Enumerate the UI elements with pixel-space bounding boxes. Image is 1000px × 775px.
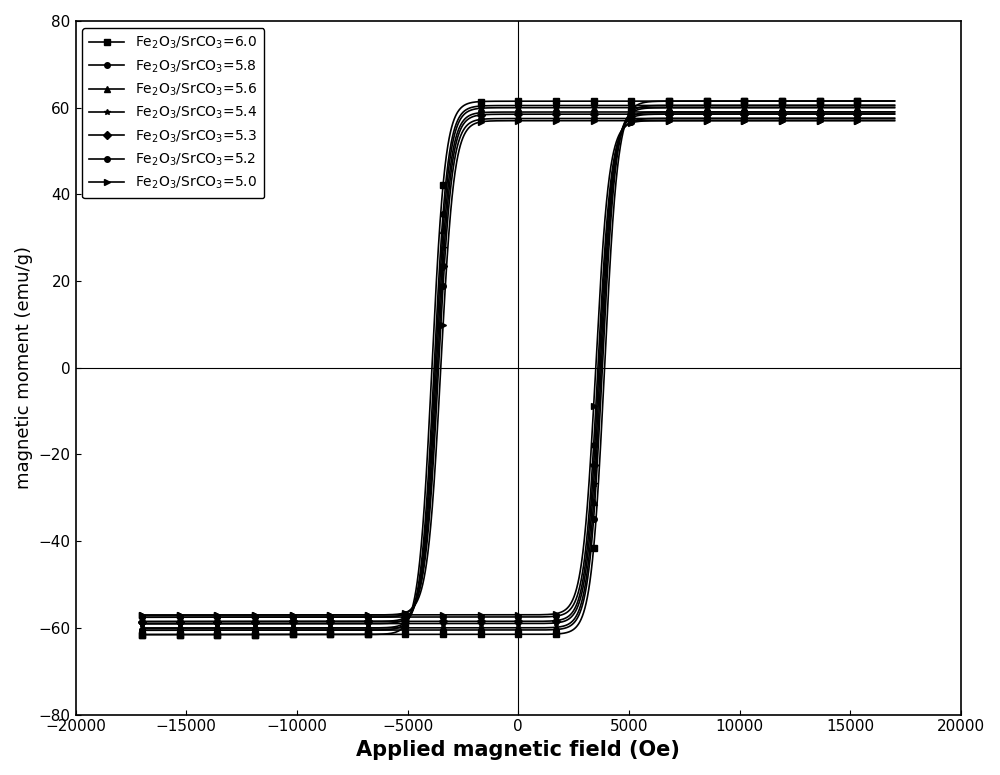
X-axis label: Applied magnetic field (Oe): Applied magnetic field (Oe)	[356, 740, 680, 760]
Legend: Fe$_2$O$_3$/SrCO$_3$=6.0, Fe$_2$O$_3$/SrCO$_3$=5.8, Fe$_2$O$_3$/SrCO$_3$=5.6, Fe: Fe$_2$O$_3$/SrCO$_3$=6.0, Fe$_2$O$_3$/Sr…	[82, 28, 264, 198]
Y-axis label: magnetic moment (emu/g): magnetic moment (emu/g)	[15, 246, 33, 489]
